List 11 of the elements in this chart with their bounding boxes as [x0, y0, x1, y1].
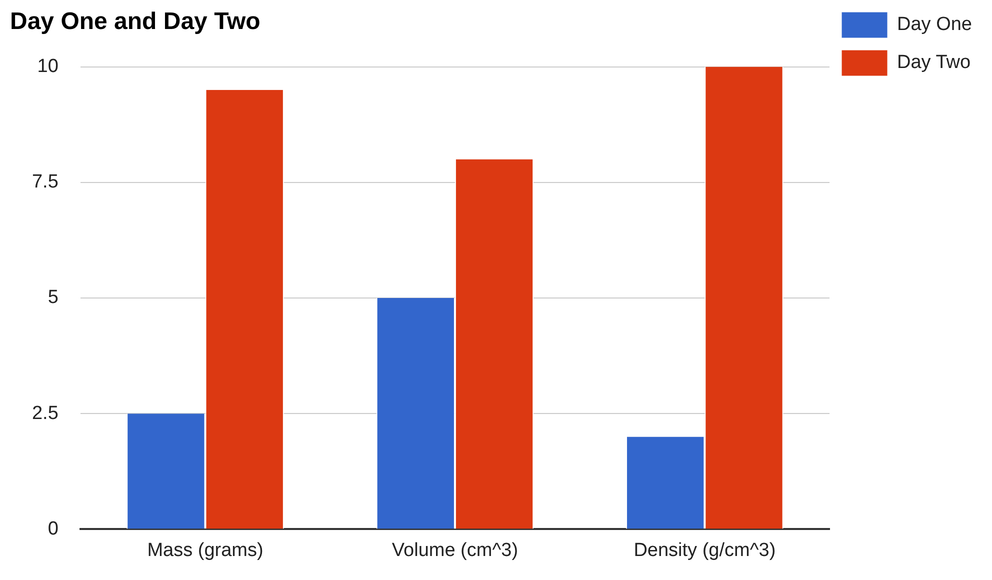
x-tick-label: Volume (cm^3): [392, 540, 518, 561]
y-tick-label: 0: [48, 518, 58, 540]
y-tick-label: 10: [37, 56, 58, 78]
y-tick-label: 2.5: [32, 402, 58, 424]
y-tick-label: 7.5: [32, 172, 58, 193]
x-tick-label: Mass (grams): [147, 540, 264, 561]
legend-label: Day Two: [897, 52, 971, 74]
y-tick-label: 5: [48, 287, 58, 308]
x-tick-label: Density (g/cm^3): [634, 540, 776, 561]
legend-label: Day One: [897, 14, 972, 36]
chart-title: Day One and Day Two: [10, 8, 260, 36]
